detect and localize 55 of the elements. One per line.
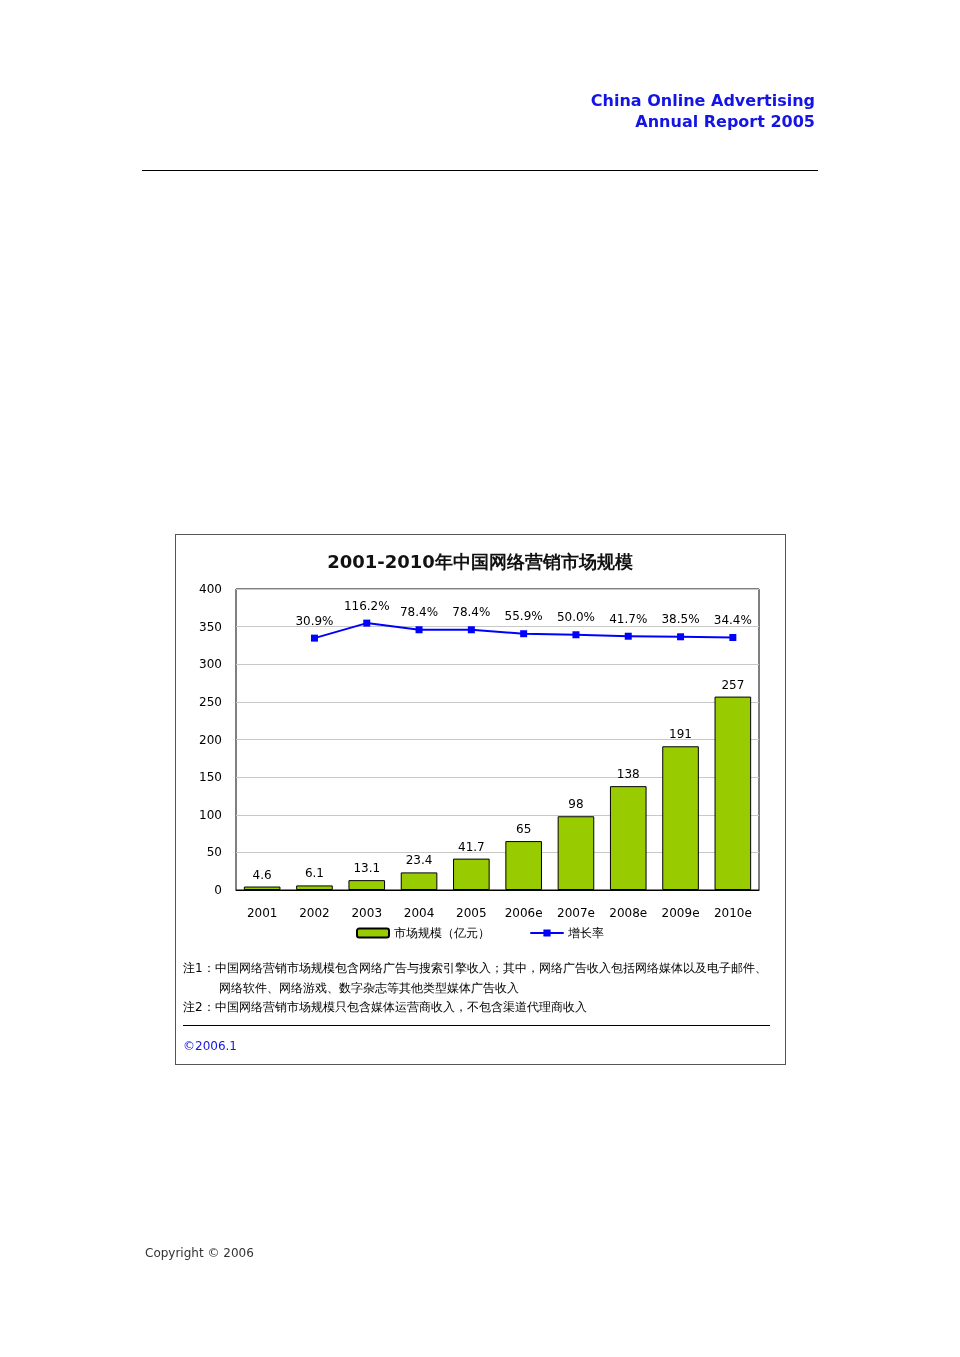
- x-tick-label: 2010e: [713, 906, 752, 920]
- x-tick-label: 2001: [246, 906, 278, 920]
- x-tick-label: 2006e: [504, 906, 543, 920]
- point: [310, 634, 318, 642]
- point: [677, 633, 685, 641]
- text: 注2：中国网络营销市场规模只包含媒体运营商收入，不包含渠道代理商收入: [183, 999, 588, 1016]
- data-label: 55.9%: [504, 609, 543, 624]
- data-label: 65: [516, 822, 532, 837]
- x-tick-label: 2002: [299, 906, 330, 920]
- y-tick-label: 250: [199, 694, 222, 709]
- x-tick-label: 2009e: [661, 906, 700, 920]
- data-label: 6.1: [304, 866, 324, 881]
- point: [729, 634, 737, 642]
- x-tick-label: 2007e: [556, 906, 595, 920]
- y-tick-label: 200: [199, 732, 222, 747]
- y-tick-label: 50: [206, 845, 222, 860]
- point: [415, 626, 423, 634]
- data-label: 41.7: [457, 839, 485, 854]
- data-label: 78.4%: [452, 605, 491, 620]
- x-tick-label: 2003: [351, 906, 383, 920]
- point: [572, 631, 580, 639]
- text: China Online Advertising Annual Report 2005: [589, 90, 815, 132]
- data-label: 41.7%: [609, 611, 648, 626]
- data-label: 78.4%: [399, 605, 439, 620]
- text: ©2006.1: [183, 1039, 237, 1053]
- point: [520, 630, 528, 638]
- text: Copyright © 2006: [145, 1246, 254, 1260]
- x-tick-label: 2008e: [609, 906, 648, 920]
- x-tick-label: 2005: [456, 906, 487, 920]
- data-label: 13.1: [353, 861, 381, 876]
- point: [363, 619, 371, 627]
- data-label: 34.4%: [713, 613, 752, 628]
- x-tick-label: 2004: [403, 906, 435, 920]
- y-tick-label: 350: [199, 619, 222, 634]
- data-label: 116.2%: [343, 598, 390, 613]
- data-label: 257: [721, 677, 745, 692]
- y-tick-label: 300: [199, 657, 222, 672]
- point: [467, 626, 475, 634]
- data-label: 191: [669, 727, 692, 742]
- data-label: 138: [616, 767, 640, 782]
- y-tick-label: 100: [199, 807, 222, 822]
- legend-label: 市场规模（亿元）: [394, 926, 490, 940]
- data-label: 23.4: [405, 853, 433, 868]
- data-label: 38.5%: [661, 612, 700, 627]
- data-label: 4.6: [252, 867, 272, 882]
- chart-title: 2001-2010年中国网络营销市场规模: [327, 550, 633, 572]
- text: 注1：中国网络营销市场规模包含网络广告与搜索引擎收入；其中，网络广告收入包括网络媒体以及电子邮件、网络软件、网络游戏、数字杂志等其他类型媒体广告收入: [183, 960, 768, 997]
- y-tick-label: 0: [214, 883, 222, 897]
- data-label: 30.9%: [295, 613, 334, 628]
- y-tick-label: 150: [199, 770, 222, 785]
- y-tick-label: 400: [199, 582, 222, 596]
- data-label: 98: [568, 797, 584, 812]
- point: [624, 632, 632, 640]
- legend-label: 增长率: [567, 926, 604, 940]
- data-label: 50.0%: [556, 610, 596, 625]
